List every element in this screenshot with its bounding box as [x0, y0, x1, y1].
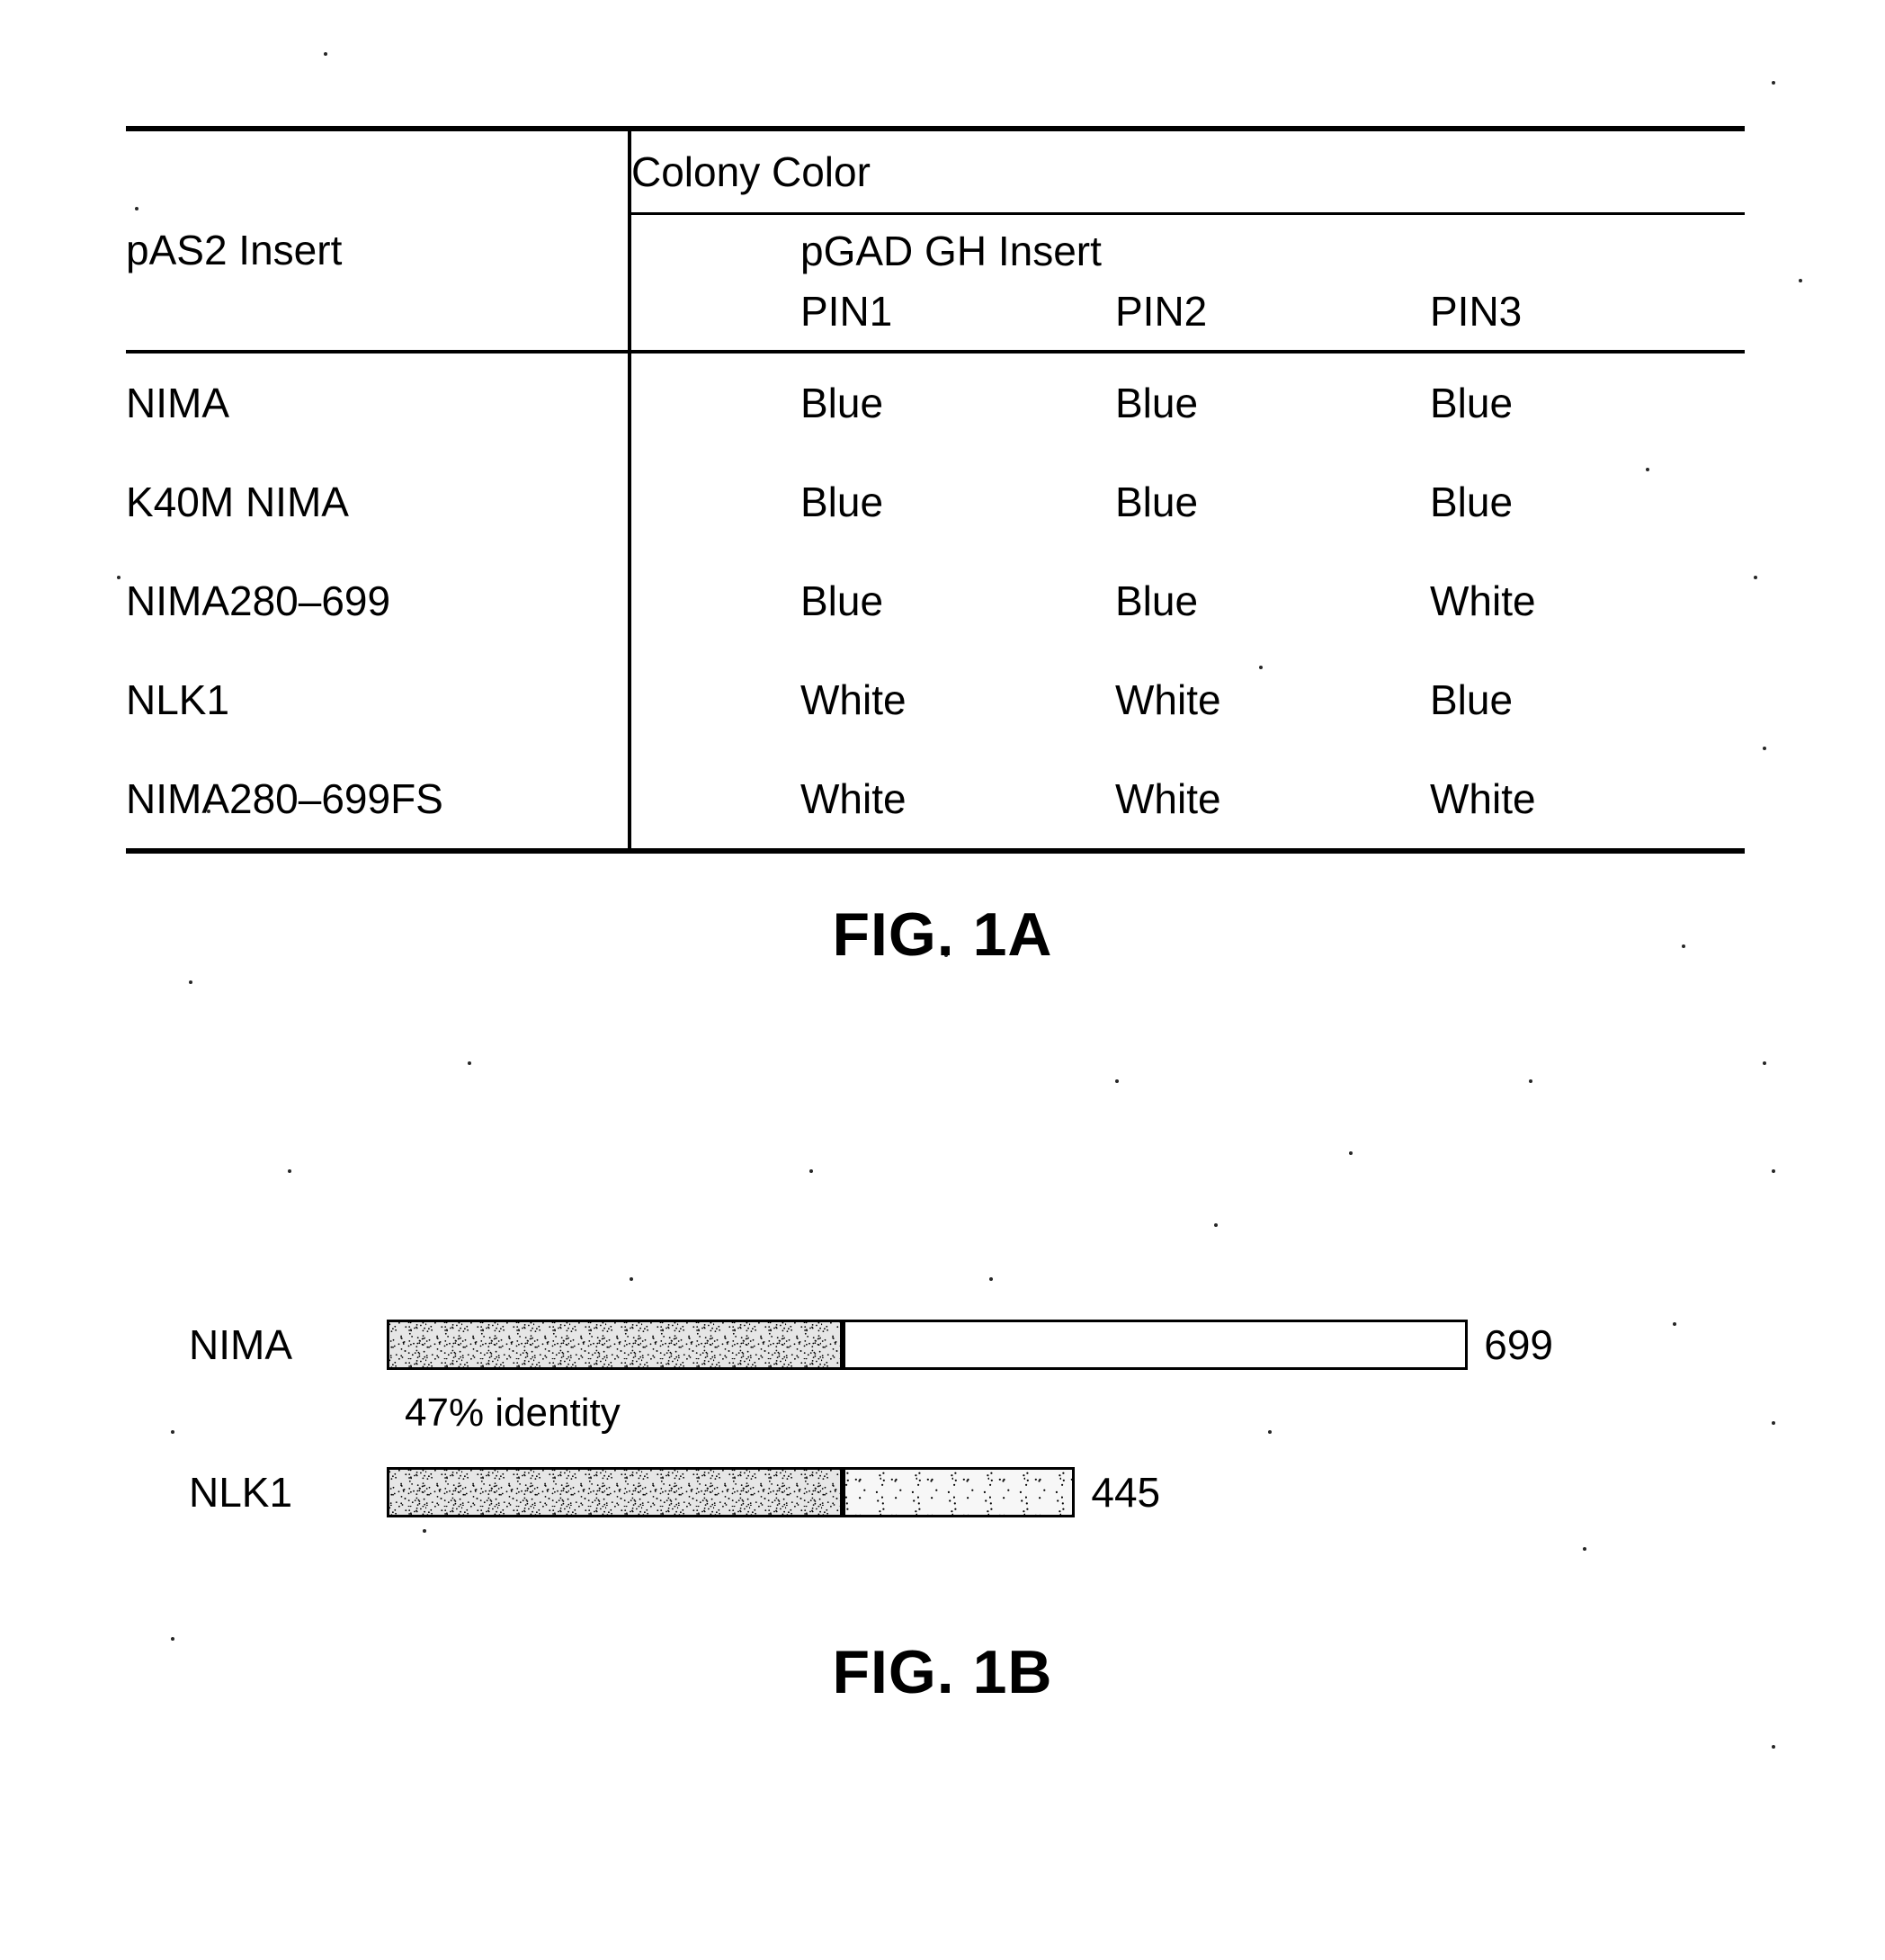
protein-length-label: 699: [1468, 1320, 1553, 1370]
fig1a-caption: FIG. 1A: [0, 899, 1885, 970]
table-cell: White: [1430, 551, 1745, 650]
row-label: K40M NIMA: [126, 452, 630, 551]
table-cell: White: [1115, 650, 1430, 749]
noise-speck: [1646, 468, 1649, 471]
colony-color-table: Colony Color pAS2 Insert pGAD GH Insert …: [126, 126, 1745, 854]
noise-speck: [324, 52, 327, 56]
noise-speck: [1799, 279, 1802, 282]
noise-speck: [1763, 1061, 1766, 1065]
protein-row-nima: NIMA 699: [189, 1313, 1718, 1376]
header-pgad-gh-insert: pGAD GH Insert: [800, 214, 1430, 288]
protein-segment: [843, 1467, 1075, 1517]
row-label: NIMA: [126, 352, 630, 452]
header-pin3: PIN3: [1430, 287, 1745, 352]
noise-speck: [1259, 666, 1263, 669]
table-cell: White: [1430, 749, 1745, 851]
noise-speck: [423, 1529, 426, 1533]
table-cell: Blue: [1115, 452, 1430, 551]
row-label: NIMA280–699FS: [126, 749, 630, 851]
noise-speck: [207, 810, 210, 813]
table-cell: Blue: [1115, 352, 1430, 452]
protein-segment: [387, 1467, 843, 1517]
protein-label: NLK1: [189, 1468, 387, 1517]
noise-speck: [1673, 1322, 1676, 1326]
table-cell: Blue: [1430, 352, 1745, 452]
noise-speck: [1349, 1151, 1353, 1155]
row-label: NIMA280–699: [126, 551, 630, 650]
noise-speck: [1772, 81, 1775, 85]
noise-speck: [1754, 576, 1757, 579]
noise-speck: [1529, 1079, 1532, 1083]
noise-speck: [1583, 1547, 1586, 1551]
table-cell: White: [1115, 749, 1430, 851]
noise-speck: [1772, 1169, 1775, 1173]
fig1b-diagram: NIMA 699 47% identity NLK1 445: [189, 1313, 1718, 1569]
protein-bar: 699: [387, 1320, 1468, 1370]
noise-speck: [117, 576, 121, 579]
header-pas2-insert: pAS2 Insert: [126, 214, 630, 288]
noise-speck: [1682, 944, 1685, 948]
protein-segment: [387, 1320, 843, 1370]
noise-speck: [1763, 747, 1766, 750]
noise-speck: [944, 953, 948, 957]
noise-speck: [1772, 1745, 1775, 1749]
table-cell: Blue: [800, 452, 1115, 551]
noise-speck: [989, 1277, 993, 1281]
protein-length-label: 445: [1075, 1467, 1160, 1517]
table-cell: Blue: [800, 352, 1115, 452]
protein-label: NIMA: [189, 1320, 387, 1369]
noise-speck: [1214, 1223, 1218, 1227]
protein-bar: 445: [387, 1467, 1075, 1517]
table-cell: White: [800, 650, 1115, 749]
table-cell: Blue: [1430, 452, 1745, 551]
noise-speck: [1115, 1079, 1119, 1083]
noise-speck: [171, 1637, 174, 1641]
fig1a-table: Colony Color pAS2 Insert pGAD GH Insert …: [126, 126, 1745, 854]
noise-speck: [1268, 1430, 1272, 1434]
header-pin2: PIN2: [1115, 287, 1430, 352]
table-cell: Blue: [1430, 650, 1745, 749]
noise-speck: [809, 1169, 813, 1173]
header-pin1: PIN1: [800, 287, 1115, 352]
noise-speck: [468, 1061, 471, 1065]
noise-speck: [288, 1169, 291, 1173]
noise-speck: [630, 1277, 633, 1281]
protein-row-nlk1: NLK1 445: [189, 1461, 1718, 1524]
header-colony-color: Colony Color: [630, 129, 1745, 214]
noise-speck: [1772, 1421, 1775, 1425]
noise-speck: [189, 980, 192, 984]
table-cell: Blue: [1115, 551, 1430, 650]
row-label: NLK1: [126, 650, 630, 749]
table-cell: Blue: [800, 551, 1115, 650]
table-cell: White: [800, 749, 1115, 851]
noise-speck: [135, 207, 138, 210]
fig1b-caption: FIG. 1B: [0, 1637, 1885, 1707]
noise-speck: [171, 1430, 174, 1434]
identity-label: 47% identity: [405, 1391, 1718, 1436]
protein-segment: [843, 1320, 1468, 1370]
